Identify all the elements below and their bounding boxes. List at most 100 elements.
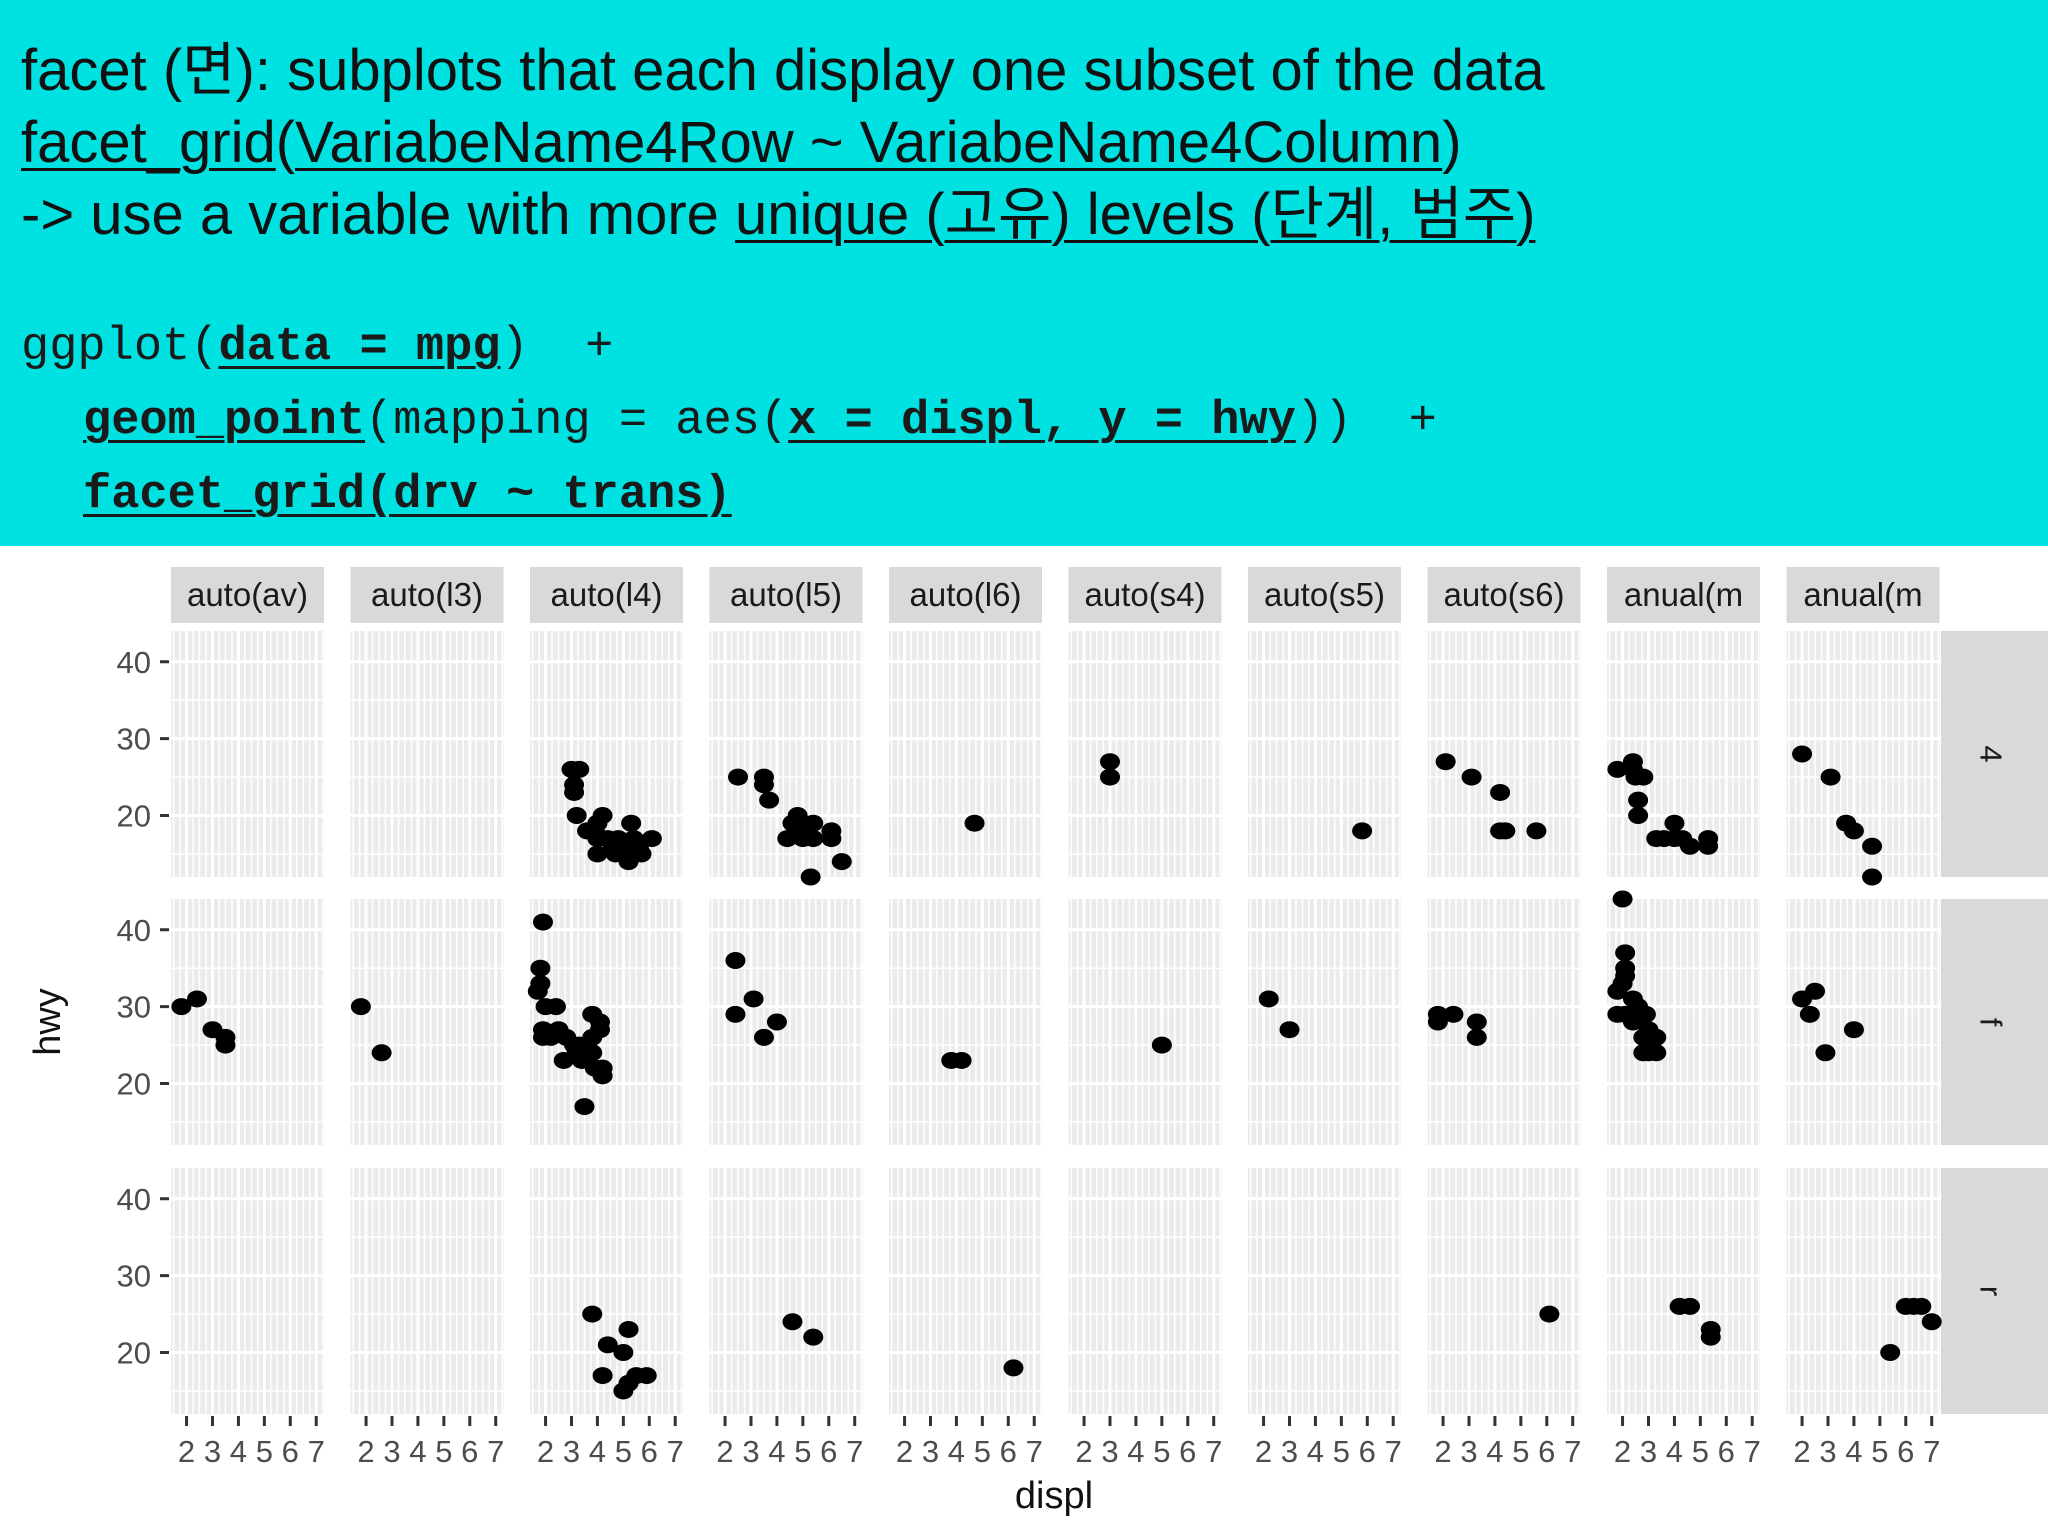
x-tick-label: 6 <box>461 1434 478 1469</box>
data-point <box>587 845 608 863</box>
x-tick-label: 5 <box>1333 1434 1350 1469</box>
slide-header: facet (면): subplots that each display on… <box>0 0 2048 546</box>
data-point <box>1664 814 1685 832</box>
data-point <box>628 837 649 855</box>
data-point <box>1911 1297 1932 1315</box>
panel-background <box>1248 1168 1401 1414</box>
data-point <box>1633 768 1654 786</box>
data-point <box>1615 944 1636 962</box>
y-tick-label: 40 <box>117 645 151 680</box>
data-point <box>1820 768 1841 786</box>
data-point <box>1612 890 1633 908</box>
column-strip-label: auto(s5) <box>1264 576 1385 613</box>
x-tick-label: 7 <box>667 1434 684 1469</box>
row-strip <box>1941 631 2048 877</box>
definition-suffix: ): subplots that each display one subset… <box>235 38 1545 103</box>
code-aes-arg: x = displ, y = hwy <box>788 395 1296 448</box>
code-facet-grid: facet_grid(drv ~ trans) <box>83 469 732 522</box>
code-mapping: (mapping = aes( <box>365 395 789 448</box>
x-tick-label: 4 <box>768 1434 785 1469</box>
x-tick-label: 7 <box>308 1434 325 1469</box>
data-point <box>1628 791 1649 809</box>
code-geom-point: geom_point <box>83 395 366 448</box>
x-tick-label: 6 <box>282 1434 299 1469</box>
data-point <box>1466 1028 1487 1046</box>
column-strip-label: auto(av) <box>187 576 308 613</box>
data-point <box>1279 1021 1300 1039</box>
data-point <box>1843 1021 1864 1039</box>
x-tick-label: 4 <box>948 1434 965 1469</box>
panel-background <box>1427 1168 1581 1414</box>
syntax-line: facet_grid(VariabeName4Row ~ VariabeName… <box>21 108 1462 178</box>
data-point <box>1700 1328 1721 1346</box>
column-strip-label: anual(m <box>1803 576 1922 613</box>
row-strip-label: r <box>1974 1286 2009 1296</box>
definition-line: facet (면): subplots that each display on… <box>21 36 1545 106</box>
data-point <box>1258 990 1279 1008</box>
data-point <box>597 1336 618 1354</box>
data-point <box>553 1051 574 1069</box>
data-point <box>743 990 764 1008</box>
x-tick-label: 6 <box>641 1434 658 1469</box>
x-tick-label: 5 <box>1512 1434 1529 1469</box>
data-point <box>592 1367 613 1385</box>
data-point <box>1099 753 1120 771</box>
column-strip <box>530 567 683 623</box>
x-tick-label: 2 <box>716 1434 733 1469</box>
data-point <box>1466 1013 1487 1031</box>
column-strip-label: auto(l6) <box>910 576 1022 613</box>
column-strip <box>1068 567 1222 623</box>
data-point <box>1461 768 1482 786</box>
data-point <box>1843 822 1864 840</box>
data-point <box>1099 768 1120 786</box>
data-point <box>1698 837 1719 855</box>
data-point <box>1815 1044 1836 1062</box>
data-point <box>621 814 642 832</box>
y-tick-label: 20 <box>117 799 151 834</box>
data-point <box>1646 1044 1667 1062</box>
data-point <box>527 982 548 1000</box>
x-tick-label: 5 <box>1692 1434 1709 1469</box>
panel-background <box>1786 1168 1940 1414</box>
panel-background <box>1068 899 1222 1145</box>
data-point <box>574 1098 595 1116</box>
panel-background <box>1607 1168 1760 1414</box>
x-tick-label: 3 <box>922 1434 939 1469</box>
x-tick-label: 6 <box>1359 1434 1376 1469</box>
data-point <box>1435 753 1456 771</box>
code-data-arg: data = mpg <box>218 321 501 374</box>
x-tick-label: 3 <box>204 1434 221 1469</box>
syntax-argument: VariabeName4Row ~ VariabeName4Column <box>295 110 1443 175</box>
x-tick-label: 6 <box>1179 1434 1196 1469</box>
data-point <box>964 814 985 832</box>
data-point <box>1646 1028 1667 1046</box>
data-point <box>759 791 780 809</box>
y-tick-label: 30 <box>117 1259 151 1294</box>
data-point <box>1526 822 1547 840</box>
panel-background <box>1248 631 1401 877</box>
row-strip <box>1941 899 2048 1145</box>
data-point <box>564 783 585 801</box>
x-tick-label: 3 <box>1819 1434 1836 1469</box>
data-point <box>1799 1005 1820 1023</box>
data-point <box>569 760 590 778</box>
x-tick-label: 3 <box>742 1434 759 1469</box>
data-point <box>725 952 746 969</box>
data-point <box>566 807 587 824</box>
data-point <box>728 768 749 786</box>
code-line-2: geom_point(mapping = aes(x = displ, y = … <box>83 392 1437 452</box>
hint-line: -> use a variable with more unique (고유) … <box>21 180 1536 250</box>
column-strip-label: auto(s4) <box>1084 576 1205 613</box>
y-axis-title: hwy <box>27 988 69 1056</box>
data-point <box>618 1374 639 1392</box>
data-point <box>569 1036 590 1054</box>
y-tick-label: 30 <box>117 722 151 757</box>
x-tick-label: 6 <box>1000 1434 1017 1469</box>
y-tick-label: 40 <box>117 913 151 948</box>
definition-prefix: facet ( <box>21 38 183 103</box>
x-tick-label: 2 <box>1793 1434 1810 1469</box>
data-point <box>1805 982 1826 1000</box>
panel-background <box>709 1168 863 1414</box>
data-point <box>1539 1305 1560 1323</box>
data-point <box>530 959 551 977</box>
